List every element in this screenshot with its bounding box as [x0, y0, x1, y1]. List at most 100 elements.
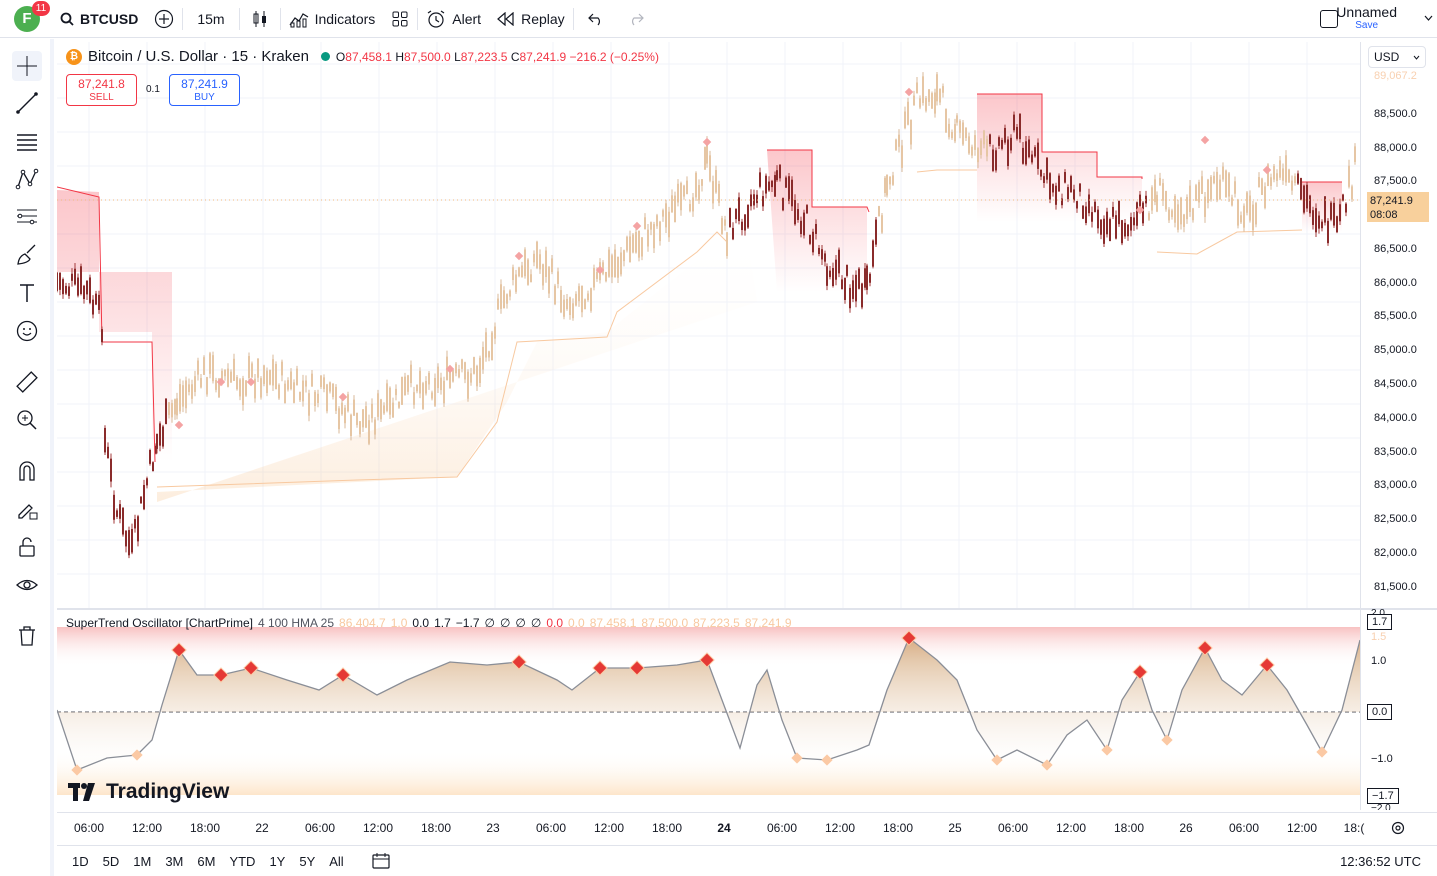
- candle: [779, 164, 781, 179]
- candle: [242, 378, 244, 406]
- candle: [1351, 186, 1353, 200]
- symbol-search-button[interactable]: BTCUSD: [52, 0, 146, 38]
- trash-icon[interactable]: [12, 621, 42, 651]
- unlock-icon[interactable]: [12, 532, 42, 562]
- trend-line-icon[interactable]: [12, 88, 42, 118]
- candle: [171, 403, 173, 418]
- zoom-in-icon[interactable]: [12, 405, 42, 435]
- candle: [686, 180, 688, 195]
- goto-date-icon[interactable]: [371, 852, 391, 870]
- emoji-icon[interactable]: [12, 316, 42, 346]
- candle: [293, 382, 295, 403]
- candle: [1336, 216, 1338, 233]
- eye-icon[interactable]: [12, 570, 42, 600]
- alert-button[interactable]: Alert: [418, 0, 489, 38]
- text-icon[interactable]: [12, 278, 42, 308]
- undo-button[interactable]: [574, 0, 618, 38]
- chevron-down-icon[interactable]: [1424, 15, 1433, 21]
- interval-button[interactable]: 15m: [183, 0, 238, 38]
- compare-symbol-button[interactable]: [146, 0, 182, 38]
- brush-icon[interactable]: [12, 240, 42, 270]
- range-button-all[interactable]: All: [329, 853, 344, 869]
- candle: [578, 286, 580, 302]
- candle: [365, 406, 367, 428]
- candle: [971, 146, 973, 156]
- oscillator-pane[interactable]: [57, 610, 1360, 810]
- user-menu[interactable]: F 11: [0, 0, 52, 38]
- range-button-3m[interactable]: 3M: [165, 853, 184, 869]
- candle: [179, 384, 181, 412]
- range-button-5d[interactable]: 5D: [102, 853, 120, 869]
- low-signal: [821, 754, 833, 766]
- ruler-icon[interactable]: [12, 367, 42, 397]
- candle: [419, 370, 421, 394]
- range-button-5y[interactable]: 5Y: [299, 853, 316, 869]
- settings-gear-icon[interactable]: [1391, 821, 1405, 835]
- candle: [729, 208, 731, 228]
- redo-button[interactable]: [618, 0, 654, 38]
- candle: [1312, 210, 1314, 225]
- layout-name-button[interactable]: Unnamed Save: [1336, 5, 1397, 31]
- candle: [245, 380, 247, 396]
- symbol-title[interactable]: Bitcoin / U.S. Dollar · 15 · Kraken: [88, 48, 309, 65]
- candle: [371, 403, 373, 419]
- currency-select[interactable]: USD: [1368, 46, 1426, 68]
- sell-button[interactable]: 87,241.8 SELL: [66, 74, 137, 106]
- candle: [815, 223, 817, 234]
- time-tick: 12:00: [1286, 821, 1318, 835]
- candle: [557, 271, 559, 284]
- bear-trend-line: [767, 149, 870, 213]
- lock-drawing-icon[interactable]: [12, 494, 42, 524]
- candle: [1258, 177, 1260, 188]
- crosshair-icon[interactable]: [12, 51, 42, 81]
- time-tick: 26: [1179, 821, 1193, 835]
- price-chart[interactable]: [57, 42, 1360, 608]
- candle: [353, 399, 355, 416]
- candle: [392, 402, 394, 418]
- candle: [1237, 199, 1239, 226]
- replay-button[interactable]: Replay: [489, 0, 573, 38]
- market-status-dot[interactable]: [320, 52, 330, 61]
- time-axis[interactable]: 06:00 12:00 18:00 22 06:00 12:00 18:00 23 06:00 1…: [57, 812, 1437, 840]
- range-button-1d[interactable]: 1D: [72, 853, 89, 869]
- time-tick: 06:00: [997, 821, 1029, 835]
- clock[interactable]: 12:36:52 UTC: [1340, 853, 1421, 869]
- magnet-icon[interactable]: [12, 456, 42, 486]
- fullscreen-toggle[interactable]: [1320, 10, 1338, 28]
- range-button-6m[interactable]: 6M: [197, 853, 216, 869]
- time-tick: 18:00: [882, 821, 914, 835]
- layouts-button[interactable]: [383, 0, 417, 38]
- tradingview-logo[interactable]: TradingView: [68, 780, 229, 804]
- candle: [1082, 205, 1084, 219]
- price-tick: 83,000.0: [1374, 479, 1417, 491]
- candle: [1121, 220, 1123, 244]
- bear-band: [57, 190, 172, 462]
- chart-type-button[interactable]: [240, 0, 280, 38]
- candle: [875, 219, 877, 245]
- pattern-icon[interactable]: [12, 164, 42, 194]
- search-icon: [60, 12, 74, 26]
- candle: [584, 299, 586, 310]
- candle: [377, 393, 379, 417]
- candle: [1180, 197, 1182, 225]
- candle: [125, 530, 127, 547]
- candles-icon: [253, 10, 266, 27]
- indicators-button[interactable]: Indicators: [281, 0, 384, 38]
- pane-divider[interactable]: [57, 608, 1437, 610]
- candle: [765, 175, 767, 194]
- range-button-1m[interactable]: 1M: [133, 853, 152, 869]
- horizontal-lines-icon[interactable]: [12, 126, 42, 156]
- candle: [491, 332, 493, 361]
- high-signal: [629, 660, 645, 676]
- candle: [476, 365, 478, 387]
- candle: [521, 265, 523, 278]
- indicator-name[interactable]: SuperTrend Oscillator [ChartPrime]: [66, 616, 253, 630]
- candle: [602, 262, 604, 274]
- buy-button[interactable]: 87,241.9 BUY: [169, 74, 240, 106]
- range-button-1y[interactable]: 1Y: [269, 853, 286, 869]
- oscillator-axis[interactable]: 2.0 1.7 1.5 1.0 0.0 −1.0 −1.7 −2.0: [1360, 608, 1437, 810]
- fib-icon[interactable]: [12, 202, 42, 232]
- range-button-ytd[interactable]: YTD: [229, 853, 256, 869]
- price-axis[interactable]: USD 89,067.2 88,500.0 88,000.0 87,500.0 86,…: [1360, 42, 1437, 608]
- candle: [632, 234, 634, 253]
